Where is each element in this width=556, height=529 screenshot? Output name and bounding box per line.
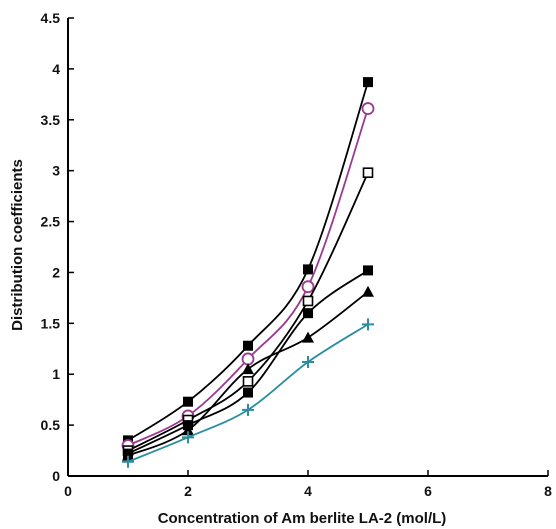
x-tick-label: 4 [304, 483, 312, 499]
data-point-open-circle [361, 102, 375, 115]
data-point-filled-triangle [122, 449, 134, 461]
series-5 [122, 285, 374, 461]
data-point-filled-triangle [302, 331, 314, 343]
x-tick-label: 6 [424, 483, 432, 499]
x-tick-label: 0 [64, 483, 72, 499]
data-point-filled-square [363, 77, 373, 88]
data-point-filled-square [183, 396, 193, 407]
data-point-filled-square [303, 264, 313, 275]
y-tick-label: 2 [52, 264, 60, 280]
y-tick-label: 1 [52, 366, 60, 382]
x-axis: 0 2 4 6 8 [64, 470, 552, 499]
data-point-filled-triangle [242, 363, 254, 375]
plot-frame [67, 18, 548, 477]
series-layer [121, 77, 375, 468]
data-point-open-circle [301, 280, 315, 294]
data-point-filled-square [243, 387, 253, 398]
y-tick-label: 0.5 [41, 417, 61, 433]
data-point-filled-triangle [362, 285, 374, 297]
x-tick-label: 2 [184, 483, 192, 499]
data-point-filled-triangle [182, 424, 194, 436]
data-point-open-square [242, 376, 254, 387]
y-axis: 0 0.5 1 1.5 2 2.5 3 3.5 4 4.5 [41, 10, 74, 484]
y-tick-label: 4 [52, 61, 60, 77]
data-point-plus [182, 431, 194, 444]
series-line [127, 108, 369, 447]
y-axis-title: Distribution coefficients [9, 159, 26, 331]
data-point-open-circle [241, 352, 255, 366]
y-tick-label: 1.5 [41, 315, 61, 331]
series-6 [122, 318, 374, 468]
data-point-filled-square [363, 265, 373, 276]
data-point-plus [122, 455, 134, 468]
x-axis-title: Concentration of Am berlite LA-2 (mol/L) [158, 510, 447, 527]
data-point-open-square [362, 167, 374, 179]
series-line [127, 172, 369, 452]
data-point-open-square [302, 295, 314, 307]
y-tick-label: 2.5 [41, 214, 61, 230]
x-tick-label: 8 [544, 483, 552, 499]
data-point-plus [242, 403, 254, 416]
y-tick-label: 3.5 [41, 112, 61, 128]
series-2 [121, 102, 375, 452]
data-point-plus [302, 356, 314, 369]
data-point-plus [362, 318, 374, 331]
series-line [127, 81, 369, 442]
data-point-filled-square [243, 340, 253, 351]
y-tick-label: 3 [52, 163, 60, 179]
data-point-filled-square [303, 308, 313, 319]
y-tick-label: 4.5 [41, 10, 61, 26]
y-tick-label: 0 [52, 468, 60, 484]
